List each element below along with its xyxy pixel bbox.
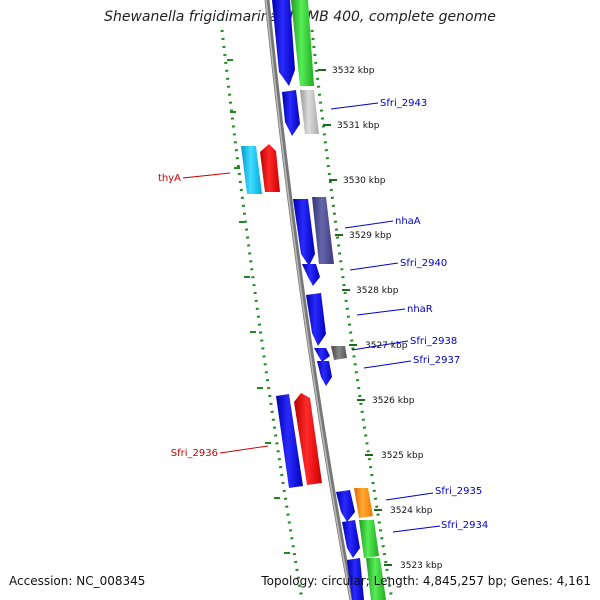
ruler-label: 3531 kbp xyxy=(337,121,380,131)
gene-arrow xyxy=(293,199,315,266)
gene-label[interactable]: Sfri_2935 xyxy=(435,486,482,497)
gene-arrow xyxy=(276,394,303,488)
gene-label[interactable]: thyA xyxy=(158,173,181,184)
gene-arrow xyxy=(291,0,314,86)
inner-dotted-guide xyxy=(310,29,394,600)
ruler-label: 3530 kbp xyxy=(343,176,386,186)
ruler-label: 3532 kbp xyxy=(332,66,375,76)
outer-dotted-guide xyxy=(220,29,304,600)
outer-tick-marks xyxy=(227,59,290,554)
gene-arrow xyxy=(317,361,332,386)
gene-arrow xyxy=(300,90,319,134)
gene-arrow xyxy=(336,490,355,522)
gene-arrow xyxy=(342,520,360,558)
gene-arrow xyxy=(359,520,379,558)
ruler-label: 3529 kbp xyxy=(349,231,392,241)
gene-arrow xyxy=(241,146,262,194)
gene-label[interactable]: Sfri_2940 xyxy=(400,258,447,269)
gene-label[interactable]: Sfri_2934 xyxy=(441,520,488,531)
genome-backbone xyxy=(264,0,355,600)
gene-arrow xyxy=(314,348,330,362)
gene-arrow xyxy=(354,488,373,518)
gene-arrow xyxy=(260,144,280,192)
gene-label[interactable]: Sfri_2936 xyxy=(171,448,218,459)
ruler-label: 3527 kbp xyxy=(365,341,408,351)
gene-arrow xyxy=(347,558,364,600)
gene-label[interactable]: Sfri_2938 xyxy=(410,336,457,347)
gene-arrow xyxy=(302,264,320,286)
gene-arrow xyxy=(312,197,334,264)
gene-arrow xyxy=(272,0,295,86)
ruler-label: 3523 kbp xyxy=(400,561,443,571)
accession-text: Accession: NC_008345 xyxy=(9,574,146,588)
gene-label[interactable]: Sfri_2943 xyxy=(380,98,427,109)
gene-features xyxy=(241,0,386,600)
ruler-label: 3525 kbp xyxy=(381,451,424,461)
gene-arrow xyxy=(331,346,347,360)
ruler-label: 3528 kbp xyxy=(356,286,399,296)
topology-text: Topology: circular; Length: 4,845,257 bp… xyxy=(261,574,591,588)
ruler-label: 3524 kbp xyxy=(390,506,433,516)
ruler-label: 3526 kbp xyxy=(372,396,415,406)
gene-arrow xyxy=(294,393,322,485)
genome-backbone-highlight xyxy=(265,0,352,600)
label-leaders xyxy=(182,102,441,533)
gene-arrow xyxy=(306,293,326,346)
gene-label[interactable]: nhaA xyxy=(395,216,421,227)
gene-arrow xyxy=(366,558,386,600)
gene-label[interactable]: Sfri_2937 xyxy=(413,355,460,366)
ruler-ticks xyxy=(318,69,392,566)
gene-label[interactable]: nhaR xyxy=(407,304,433,315)
gene-arrow xyxy=(282,90,300,136)
